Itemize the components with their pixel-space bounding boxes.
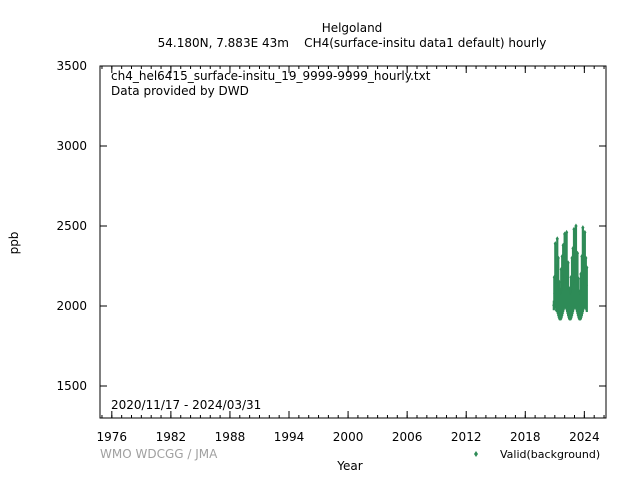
- plot-area: 1976 1982 1988 1994 2000 2006 2012 2018 2024 150…: [56, 59, 607, 444]
- x-tick-label: 2024: [569, 430, 600, 444]
- legend: Valid(background): [474, 448, 600, 461]
- legend-marker-icon: [474, 451, 478, 457]
- annotation-provider: Data provided by DWD: [111, 84, 249, 98]
- x-tick-label: 1994: [274, 430, 305, 444]
- x-tick-label: 1976: [97, 430, 128, 444]
- legend-label: Valid(background): [500, 448, 600, 461]
- annotation-file: ch4_hel6415_surface-insitu_19_9999-9999_…: [111, 69, 431, 83]
- plot-frame: [99, 65, 607, 419]
- chart-title: Helgoland: [322, 21, 383, 35]
- y-tick-label: 2000: [56, 299, 87, 313]
- y-tick-label: 3000: [56, 139, 87, 153]
- x-tick-label: 2012: [451, 430, 482, 444]
- x-tick-label: 2006: [392, 430, 423, 444]
- y-tick-label: 2500: [56, 219, 87, 233]
- y-axis-label: ppb: [7, 232, 21, 255]
- x-tick-label: 2000: [333, 430, 364, 444]
- x-axis-label: Year: [336, 459, 362, 473]
- chart-subtitle: 54.180N, 7.883E 43m CH4(surface-insitu d…: [158, 36, 547, 50]
- data-body: [553, 282, 587, 321]
- x-tick-label: 1982: [156, 430, 187, 444]
- credit-text: WMO WDCGG / JMA: [100, 447, 218, 461]
- annotation-period: 2020/11/17 - 2024/03/31: [111, 398, 261, 412]
- y-tick-label: 1500: [56, 379, 87, 393]
- x-tick-label: 2018: [510, 430, 541, 444]
- x-tick-label: 1988: [215, 430, 246, 444]
- y-tick-label: 3500: [56, 59, 87, 73]
